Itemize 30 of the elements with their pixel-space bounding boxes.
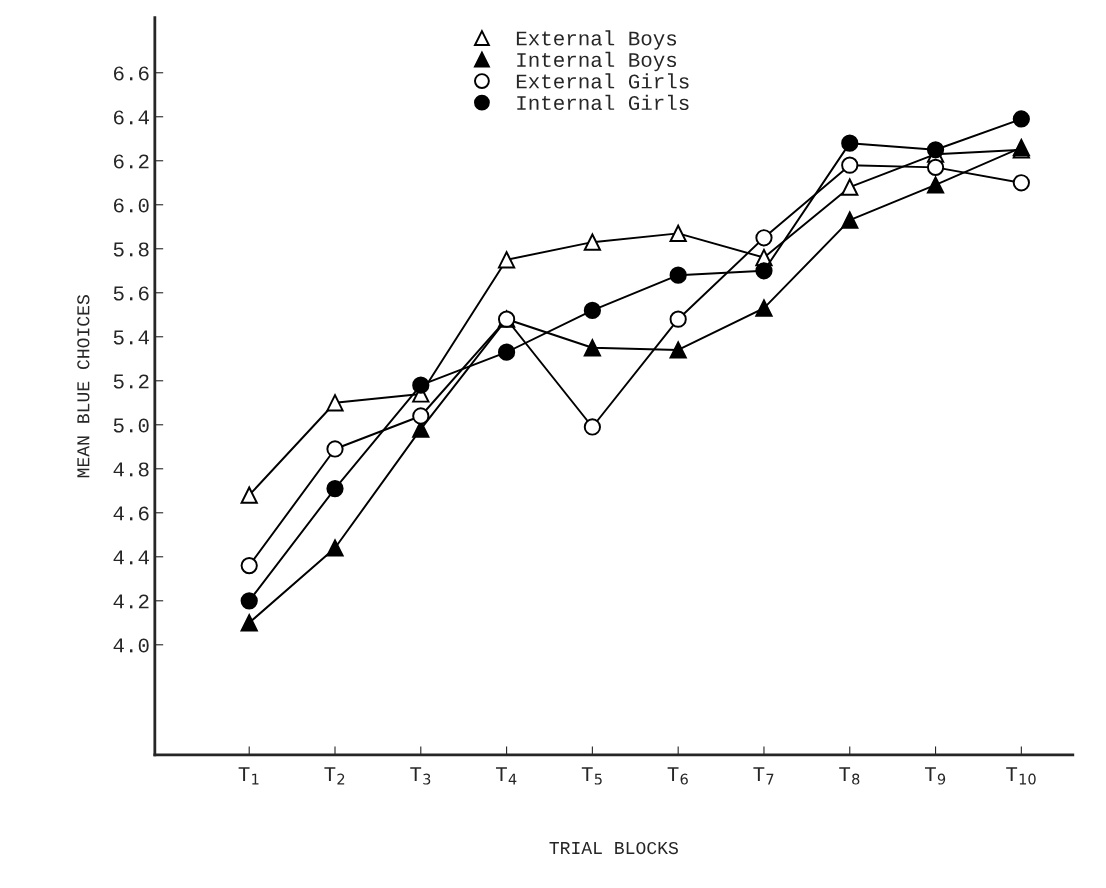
- legend-label: Internal Girls: [517, 94, 689, 111]
- y-tick-label: 6.2: [114, 154, 149, 169]
- legend-label: External Girls: [516, 73, 689, 89]
- y-tick-label: 4.8: [113, 462, 149, 477]
- x-tick-label: T$_{1}$: [238, 767, 259, 785]
- y-tick-label: 6.6: [114, 66, 149, 81]
- x-tick-label: T$_{8}$: [839, 767, 860, 785]
- y-tick-label: 5.4: [113, 330, 149, 345]
- y-axis-title: MEAN BLUE CHOICES: [77, 295, 90, 478]
- x-tick-label: T$_{6}$: [667, 767, 688, 785]
- x-tick-label: T$_{7}$: [753, 767, 774, 785]
- y-tick-label: 5.2: [113, 374, 149, 389]
- y-tick-label: 4.4: [113, 550, 149, 565]
- x-tick-label: T$_{5}$: [581, 767, 602, 785]
- y-tick-label: 4.2: [113, 594, 149, 609]
- x-tick-label: T$_{10}$: [1006, 767, 1036, 785]
- legend-label: Internal Boys: [517, 51, 677, 72]
- y-tick-label: 5.8: [113, 242, 149, 257]
- y-tick-label: 6.0: [114, 198, 149, 213]
- x-tick-label: T$_{3}$: [410, 767, 431, 785]
- y-tick-label: 6.4: [114, 110, 149, 125]
- y-tick-label: 4.6: [113, 506, 149, 521]
- legend-label: External Boys: [516, 30, 677, 50]
- x-tick-label: T$_{4}$: [496, 767, 517, 785]
- x-tick-label: T$_{2}$: [324, 767, 345, 785]
- y-tick-label: 5.0: [113, 418, 149, 433]
- x-tick-label: T$_{9}$: [924, 767, 946, 785]
- x-axis-title: TRIAL BLOCKS: [549, 841, 678, 855]
- y-tick-label: 5.6: [113, 286, 149, 301]
- y-tick-label: 4.0: [113, 638, 149, 653]
